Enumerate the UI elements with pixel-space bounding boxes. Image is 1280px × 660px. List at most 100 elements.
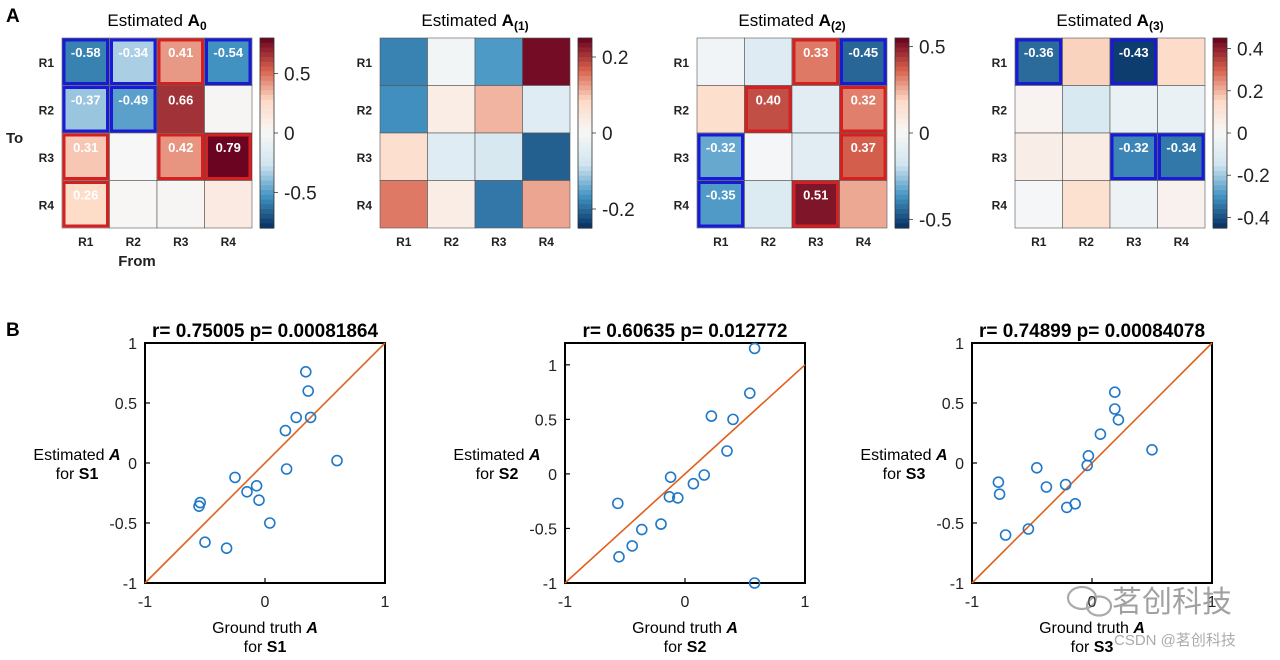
colorbar-segment (260, 137, 274, 144)
colorbar-segment (895, 128, 909, 134)
colorbar-segment (578, 42, 592, 49)
heatmap-cell (61, 180, 110, 229)
colorbar-segment (578, 218, 592, 224)
colorbar-segment (895, 171, 909, 177)
colorbar-segment (895, 223, 909, 229)
scatter-point (721, 445, 733, 457)
colorbar-segment (1213, 128, 1227, 134)
colorbar-segment (1213, 213, 1227, 220)
colorbar-segment (1213, 104, 1227, 110)
scatter-xtick-label: -1 (138, 594, 152, 611)
scatter-ylabel-subject: for S3 (883, 466, 926, 483)
scatter-point (671, 492, 684, 504)
scatter-point (992, 476, 1005, 489)
colorbar-segment (578, 185, 592, 191)
colorbar-segment (895, 85, 909, 91)
scatter-row: r= 0.75005 p= 0.00081864 -1 0 1 1 0.5 0 -0.5 -1 G… (33, 321, 1216, 656)
colorbar-segment (260, 71, 274, 77)
colorbar-segment (895, 180, 909, 186)
heatmap-cell (379, 132, 428, 181)
scatter-point (727, 413, 739, 426)
heatmap-cell (156, 37, 205, 86)
colorbar-segment (895, 137, 909, 144)
colorbar-segment (260, 95, 274, 101)
heatmap-cell (109, 37, 158, 86)
scatter-point (253, 494, 265, 507)
heatmap-col-label: R1 (1031, 235, 1047, 249)
scatter-point (1069, 497, 1081, 510)
colorbar-segment (260, 142, 274, 148)
colorbar-segment (260, 76, 274, 82)
colorbar-segment (260, 152, 274, 158)
heatmap-col-label: R4 (539, 235, 555, 249)
heatmap-cell (1157, 37, 1206, 86)
heatmap-cell-highlight (110, 86, 157, 133)
scatter-ylabel-subject: for S1 (56, 466, 99, 483)
colorbar-tick-label: 0.5 (284, 65, 310, 86)
scatter-xlabel-for: for (1071, 639, 1094, 656)
heatmap-cell-highlight (840, 38, 887, 85)
heatmap-cell (839, 85, 888, 134)
colorbar-segment (1213, 109, 1227, 115)
heatmap-cell-label: 0.42 (168, 140, 193, 155)
scatter-point (1112, 413, 1125, 426)
colorbar-segment (578, 209, 592, 215)
colorbar-segment (260, 128, 274, 134)
scatter-point (664, 471, 677, 483)
colorbar-segment (1213, 47, 1227, 53)
colorbar-segment (1213, 76, 1227, 82)
wechat-icon (1066, 585, 1113, 617)
heatmap-cell (744, 37, 793, 86)
colorbar-segment (578, 213, 592, 220)
scatter-point (331, 454, 343, 467)
colorbar-segment (578, 76, 592, 82)
heatmap-cell-highlight (697, 181, 744, 228)
heatmap-cell (61, 37, 110, 86)
colorbar-segment (1213, 185, 1227, 191)
colorbar-segment (260, 180, 274, 186)
heatmap-cell (474, 85, 523, 134)
scatter-title: r= 0.60635 p= 0.012772 (583, 321, 788, 342)
heatmap-title-text: Estimated (738, 11, 818, 30)
scatter-point (635, 523, 648, 536)
colorbar-segment (895, 152, 909, 158)
heatmap-xlabel: From (118, 253, 156, 270)
heatmap-cell (522, 180, 571, 229)
colorbar-segment (578, 199, 592, 205)
heatmap-cell (1014, 85, 1063, 134)
scatter-ytick-label: 1 (128, 336, 137, 353)
scatter-point (1031, 461, 1043, 474)
heatmap-cell (204, 132, 253, 181)
heatmap-cell (522, 85, 571, 134)
colorbar-segment (1213, 123, 1227, 129)
scatter-ylabel-subject-id: S3 (906, 466, 926, 483)
heatmap-col-label: R3 (1126, 235, 1142, 249)
heatmap-title-subscript: 0 (200, 19, 207, 33)
colorbar-segment (1213, 190, 1227, 196)
heatmap-cell (156, 85, 205, 134)
scatter-ylabel-subject-id: S2 (499, 466, 519, 483)
colorbar-segment (1213, 90, 1227, 96)
heatmap-title-symbol: A (819, 11, 831, 30)
colorbar-segment (895, 114, 909, 120)
scatter-title: r= 0.75005 p= 0.00081864 (152, 321, 379, 342)
colorbar-segment (1213, 57, 1227, 63)
scatter-point (1094, 428, 1107, 441)
colorbar-segment (260, 57, 274, 63)
scatter-xtick-label: 0 (681, 594, 690, 611)
scatter-ytick-label: 1 (548, 358, 557, 375)
scatter-ylabel-symbol: A (935, 447, 948, 464)
scatter-point (748, 577, 761, 589)
colorbar-segment (895, 199, 909, 205)
colorbar-segment (260, 156, 274, 163)
heatmap-title-symbol: A (188, 11, 200, 30)
colorbar-segment (895, 175, 909, 182)
heatmap-2: Estimated A(1) R1 R2 R3 R4 R1 R2 R3 R4 0.2 0 -0.2 (357, 11, 635, 249)
scatter-ytick-label: 0 (548, 467, 557, 484)
colorbar-segment (895, 166, 909, 172)
colorbar-segment (578, 156, 592, 163)
scatter-ylabel-text: Estimated (453, 447, 529, 464)
scatter-plot-1: r= 0.75005 p= 0.00081864 -1 0 1 1 0.5 0 -0.5 -1 G… (33, 321, 389, 656)
heatmap-title-symbol: A (502, 11, 514, 30)
colorbar-segment (895, 47, 909, 53)
